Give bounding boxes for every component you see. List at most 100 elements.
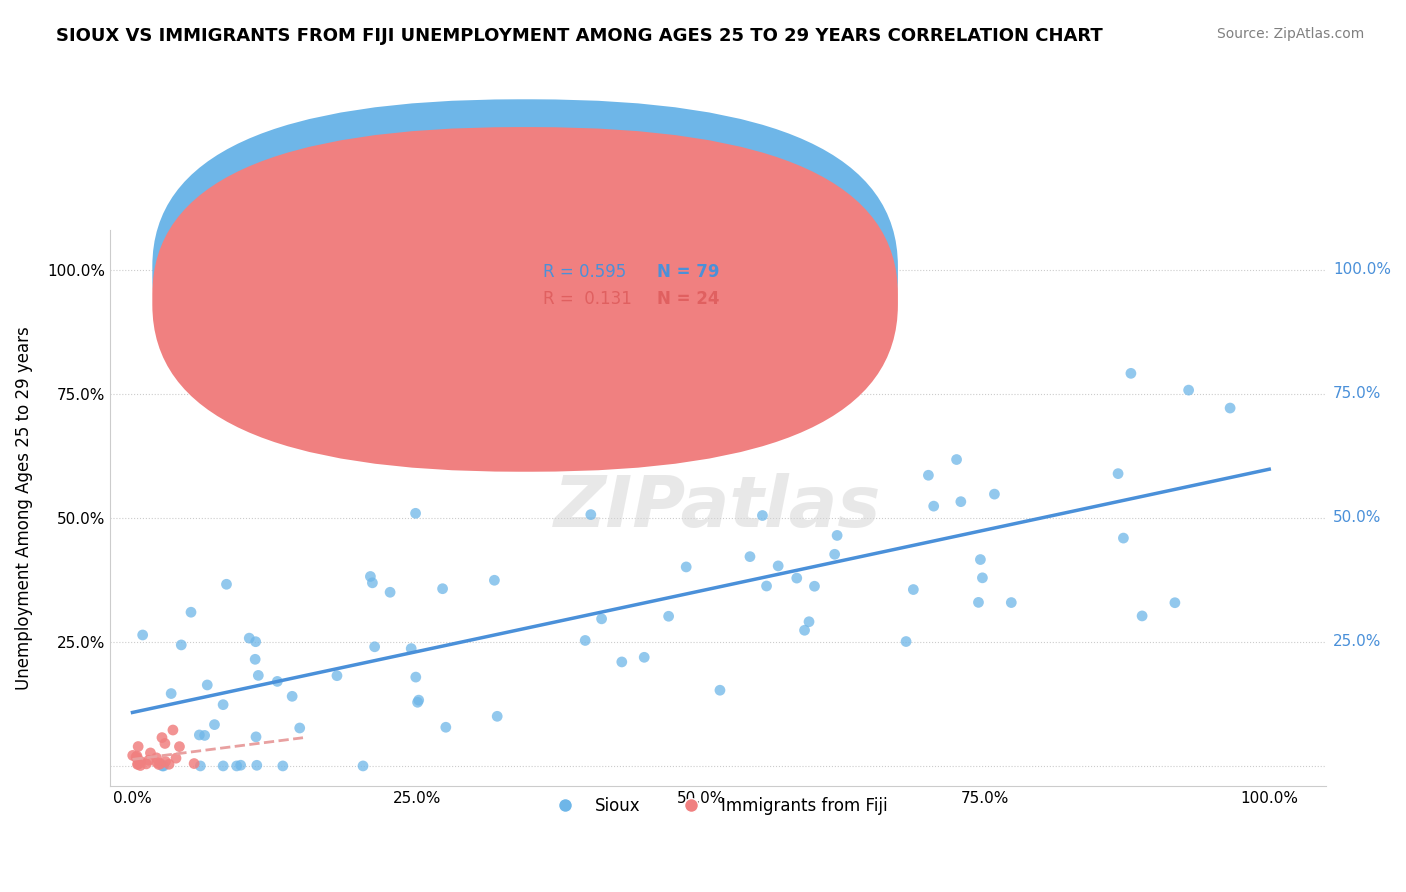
Point [486, 709, 509, 723]
Point [793, 624, 815, 638]
Point [153, 736, 176, 750]
Y-axis label: Unemployment Among Ages 25 to 29 years: Unemployment Among Ages 25 to 29 years [15, 326, 32, 690]
Point [160, 687, 183, 701]
Point [633, 650, 655, 665]
Point [824, 547, 846, 561]
Point [610, 655, 633, 669]
Point [245, 730, 267, 744]
Point [165, 751, 187, 765]
Point [212, 698, 235, 712]
Point [246, 758, 269, 772]
Point [1119, 367, 1142, 381]
Point [825, 528, 848, 542]
Point [361, 575, 384, 590]
Point [148, 757, 170, 772]
Point [238, 631, 260, 645]
Text: R = 0.595: R = 0.595 [543, 262, 626, 281]
Point [150, 731, 173, 745]
Point [169, 739, 191, 754]
Point [1112, 531, 1135, 545]
Text: ZIPatlas: ZIPatlas [554, 474, 882, 542]
FancyBboxPatch shape [499, 258, 779, 335]
Point [408, 693, 430, 707]
Point [129, 755, 152, 769]
Text: R =  0.131: R = 0.131 [543, 291, 631, 309]
Point [127, 756, 149, 771]
Point [281, 690, 304, 704]
Point [903, 582, 925, 597]
Point [135, 756, 157, 771]
Point [229, 758, 252, 772]
Point [183, 756, 205, 771]
Point [162, 723, 184, 737]
Point [967, 595, 990, 609]
Point [359, 569, 381, 583]
Text: 25.0%: 25.0% [1333, 634, 1381, 649]
Point [170, 638, 193, 652]
Point [288, 721, 311, 735]
Point [194, 728, 217, 742]
Point [432, 582, 454, 596]
Point [212, 759, 235, 773]
Point [972, 571, 994, 585]
Text: SIOUX VS IMMIGRANTS FROM FIJI UNEMPLOYMENT AMONG AGES 25 TO 29 YEARS CORRELATION: SIOUX VS IMMIGRANTS FROM FIJI UNEMPLOYME… [56, 27, 1102, 45]
Point [155, 755, 177, 769]
Point [247, 668, 270, 682]
Legend: Sioux, Immigrants from Fiji: Sioux, Immigrants from Fiji [541, 790, 894, 822]
Point [1107, 467, 1129, 481]
Point [1000, 596, 1022, 610]
Text: 75.0%: 75.0% [1333, 386, 1381, 401]
Point [245, 634, 267, 648]
Point [280, 376, 302, 391]
Point [922, 499, 945, 513]
Point [180, 605, 202, 619]
Point [139, 746, 162, 760]
Point [266, 674, 288, 689]
Point [983, 487, 1005, 501]
Point [363, 640, 385, 654]
Point [125, 750, 148, 764]
Point [129, 758, 152, 772]
Point [406, 695, 429, 709]
Point [949, 494, 972, 508]
Point [709, 683, 731, 698]
Point [579, 508, 602, 522]
Point [157, 757, 180, 772]
Point [352, 759, 374, 773]
Point [131, 628, 153, 642]
Point [146, 756, 169, 770]
Point [894, 634, 917, 648]
Point [405, 670, 427, 684]
FancyBboxPatch shape [152, 127, 898, 472]
Point [195, 678, 218, 692]
Text: N = 24: N = 24 [657, 291, 720, 309]
Point [152, 759, 174, 773]
Point [243, 652, 266, 666]
Text: 100.0%: 100.0% [1333, 262, 1391, 277]
Point [755, 579, 778, 593]
Point [1164, 596, 1187, 610]
Point [225, 759, 247, 773]
Point [127, 739, 149, 754]
Point [1130, 609, 1153, 624]
Point [145, 751, 167, 765]
Text: 50.0%: 50.0% [1333, 510, 1381, 525]
Point [271, 759, 294, 773]
FancyBboxPatch shape [152, 99, 898, 444]
Point [1177, 383, 1199, 397]
Point [149, 756, 172, 771]
Point [138, 753, 160, 767]
Point [204, 717, 226, 731]
Point [190, 759, 212, 773]
Point [797, 615, 820, 629]
Point [399, 641, 422, 656]
Point [738, 549, 761, 564]
Point [378, 585, 401, 599]
Point [917, 468, 939, 483]
Point [326, 668, 349, 682]
Point [127, 751, 149, 765]
Point [215, 577, 238, 591]
Point [675, 560, 697, 574]
Text: N = 79: N = 79 [657, 262, 720, 281]
Point [405, 506, 427, 520]
